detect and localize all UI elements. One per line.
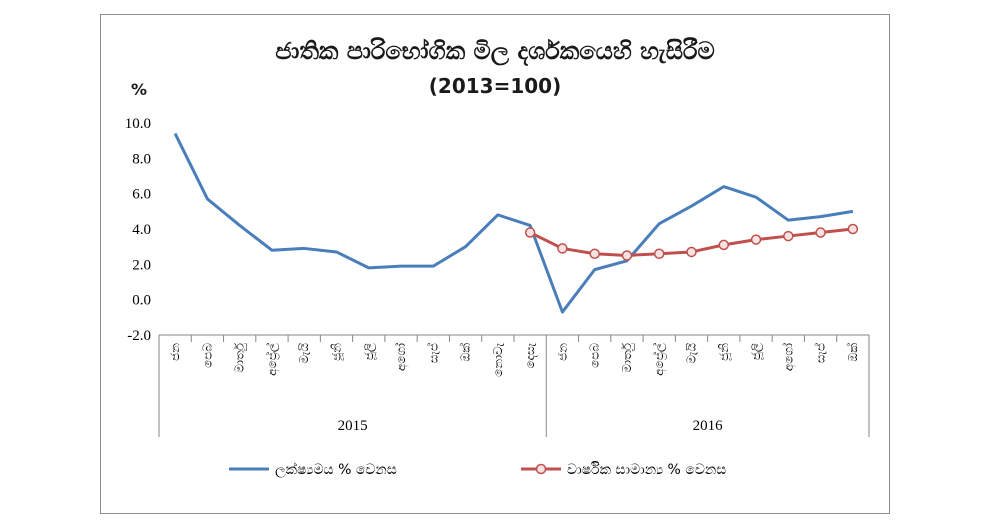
series-marker bbox=[750, 234, 762, 245]
year-group-label: 2015 bbox=[338, 418, 368, 434]
series-marker bbox=[718, 239, 730, 251]
chart-frame: ජාතික පාරිභෝගික මිල දර්ශකයෙහි හැසිරීම (2… bbox=[100, 14, 890, 514]
series-marker bbox=[653, 248, 665, 259]
y-tick-label: 4.0 bbox=[132, 222, 151, 238]
x-category-label: ජූලි bbox=[362, 343, 377, 360]
series-marker bbox=[847, 223, 859, 235]
x-category-label: ජන bbox=[168, 343, 182, 361]
y-tick-label: 0.0 bbox=[132, 293, 151, 309]
legend: ලක්ෂ්‍යමය % වෙනස වාර්ෂික සාමාන්‍ය % වෙනස bbox=[229, 462, 726, 478]
series-marker bbox=[783, 230, 794, 242]
x-category-label: ඔක් bbox=[846, 343, 860, 362]
x-category-label: මැයි bbox=[297, 343, 311, 364]
series-marker bbox=[686, 246, 697, 258]
x-category-label: ජූලි bbox=[749, 343, 764, 360]
x-category-label: ජූනි bbox=[330, 343, 345, 361]
y-tick-label: 2.0 bbox=[132, 257, 151, 273]
legend-marker bbox=[535, 463, 547, 475]
x-category-label: සැප් bbox=[813, 343, 827, 363]
series-marker bbox=[621, 250, 633, 261]
x-category-label: නොවැ bbox=[491, 342, 505, 376]
y-axis-unit-label: % bbox=[131, 80, 147, 99]
x-category-label: පෙබ bbox=[588, 343, 602, 368]
chart-title: ජාතික පාරිභෝගික මිල දර්ශකයෙහි හැසිරීම bbox=[275, 37, 714, 67]
x-category-label: මාර්තු bbox=[233, 342, 247, 372]
line-chart: ජාතික පාරිභෝගික මිල දර්ශකයෙහි හැසිරීම (2… bbox=[125, 37, 870, 478]
y-tick-label: 10.0 bbox=[125, 116, 151, 132]
x-category-label: අප්‍රේල් bbox=[265, 343, 280, 376]
x-category-label: සැප් bbox=[426, 343, 440, 363]
plot-area: 10.0 8.0 6.0 4.0 2.0 0.0 -2.0 ජන පෙබ මාර්තු අප්‍රේ… bbox=[125, 116, 870, 437]
y-tick-label: 8.0 bbox=[132, 151, 151, 167]
legend-label: ලක්ෂ්‍යමය % වෙනස bbox=[275, 462, 397, 478]
x-category-label: අප්‍රේල් bbox=[652, 343, 667, 376]
series-marker bbox=[557, 243, 568, 254]
x-category-label: මාර්තු bbox=[620, 342, 634, 372]
x-category-label: මැයි bbox=[685, 343, 699, 364]
x-category-label: දෙසැ bbox=[523, 342, 537, 368]
series-line bbox=[173, 132, 854, 314]
x-category-label: ජූනි bbox=[717, 343, 732, 361]
chart-subtitle: (2013=100) bbox=[429, 74, 561, 98]
year-group-label: 2016 bbox=[693, 418, 724, 434]
x-category-label: අගෝ bbox=[394, 343, 409, 371]
x-category-label: ඔක් bbox=[458, 343, 472, 362]
legend-label: වාර්ෂික සාමාන්‍ය % වෙනස bbox=[567, 462, 726, 478]
x-category-label: ජන bbox=[555, 343, 569, 361]
y-tick-label: 6.0 bbox=[132, 187, 151, 203]
series-marker bbox=[524, 227, 536, 238]
x-category-label: අගෝ bbox=[781, 343, 796, 371]
y-tick-label: -2.0 bbox=[127, 328, 151, 344]
series-marker bbox=[815, 227, 826, 238]
x-category-label: පෙබ bbox=[200, 343, 214, 368]
series-marker bbox=[589, 248, 600, 259]
